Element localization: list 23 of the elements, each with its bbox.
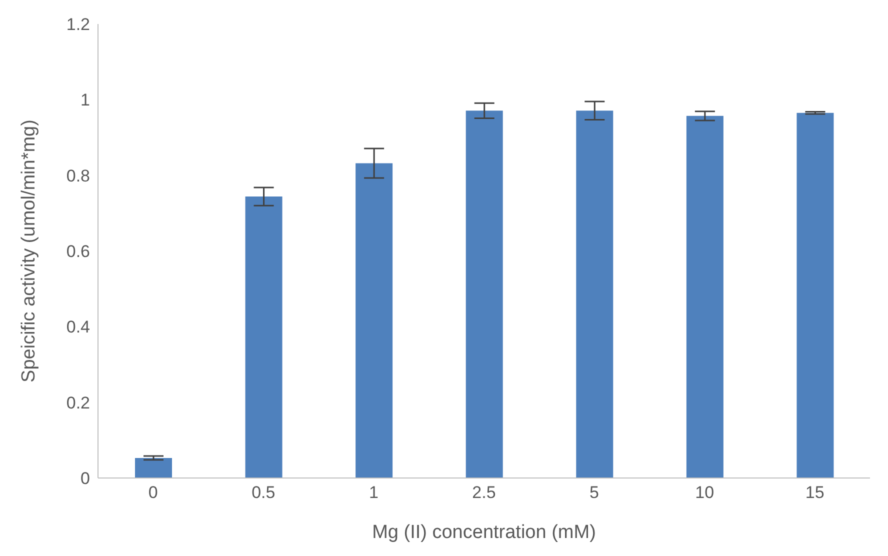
bar (576, 110, 614, 478)
x-tick-label: 1 (368, 483, 378, 502)
bar (356, 163, 393, 478)
bar (135, 458, 172, 478)
y-tick-label: 1 (80, 90, 90, 110)
x-tick-label: 2.5 (472, 483, 496, 502)
x-tick-label: 5 (590, 483, 600, 502)
y-tick-label: 0.8 (66, 166, 90, 186)
x-tick-label: 15 (805, 483, 824, 502)
y-tick-label: 0 (80, 469, 90, 488)
bar (796, 112, 834, 478)
y-tick-label: 0.2 (66, 393, 90, 412)
bar (466, 110, 503, 478)
y-tick-label: 0.6 (66, 242, 90, 262)
y-tick-label: 0.4 (66, 318, 90, 337)
y-axis-title: Speicific activity (umol/min*mg) (18, 120, 40, 382)
x-axis-title: Mg (II) concentration (mM) (372, 522, 596, 543)
x-tick-label: 10 (695, 483, 714, 502)
bar (245, 196, 282, 478)
y-tick-label: 1.2 (66, 15, 90, 34)
bar (686, 116, 724, 478)
x-tick-label: 0 (148, 483, 158, 502)
x-tick-label: 0.5 (252, 483, 276, 502)
